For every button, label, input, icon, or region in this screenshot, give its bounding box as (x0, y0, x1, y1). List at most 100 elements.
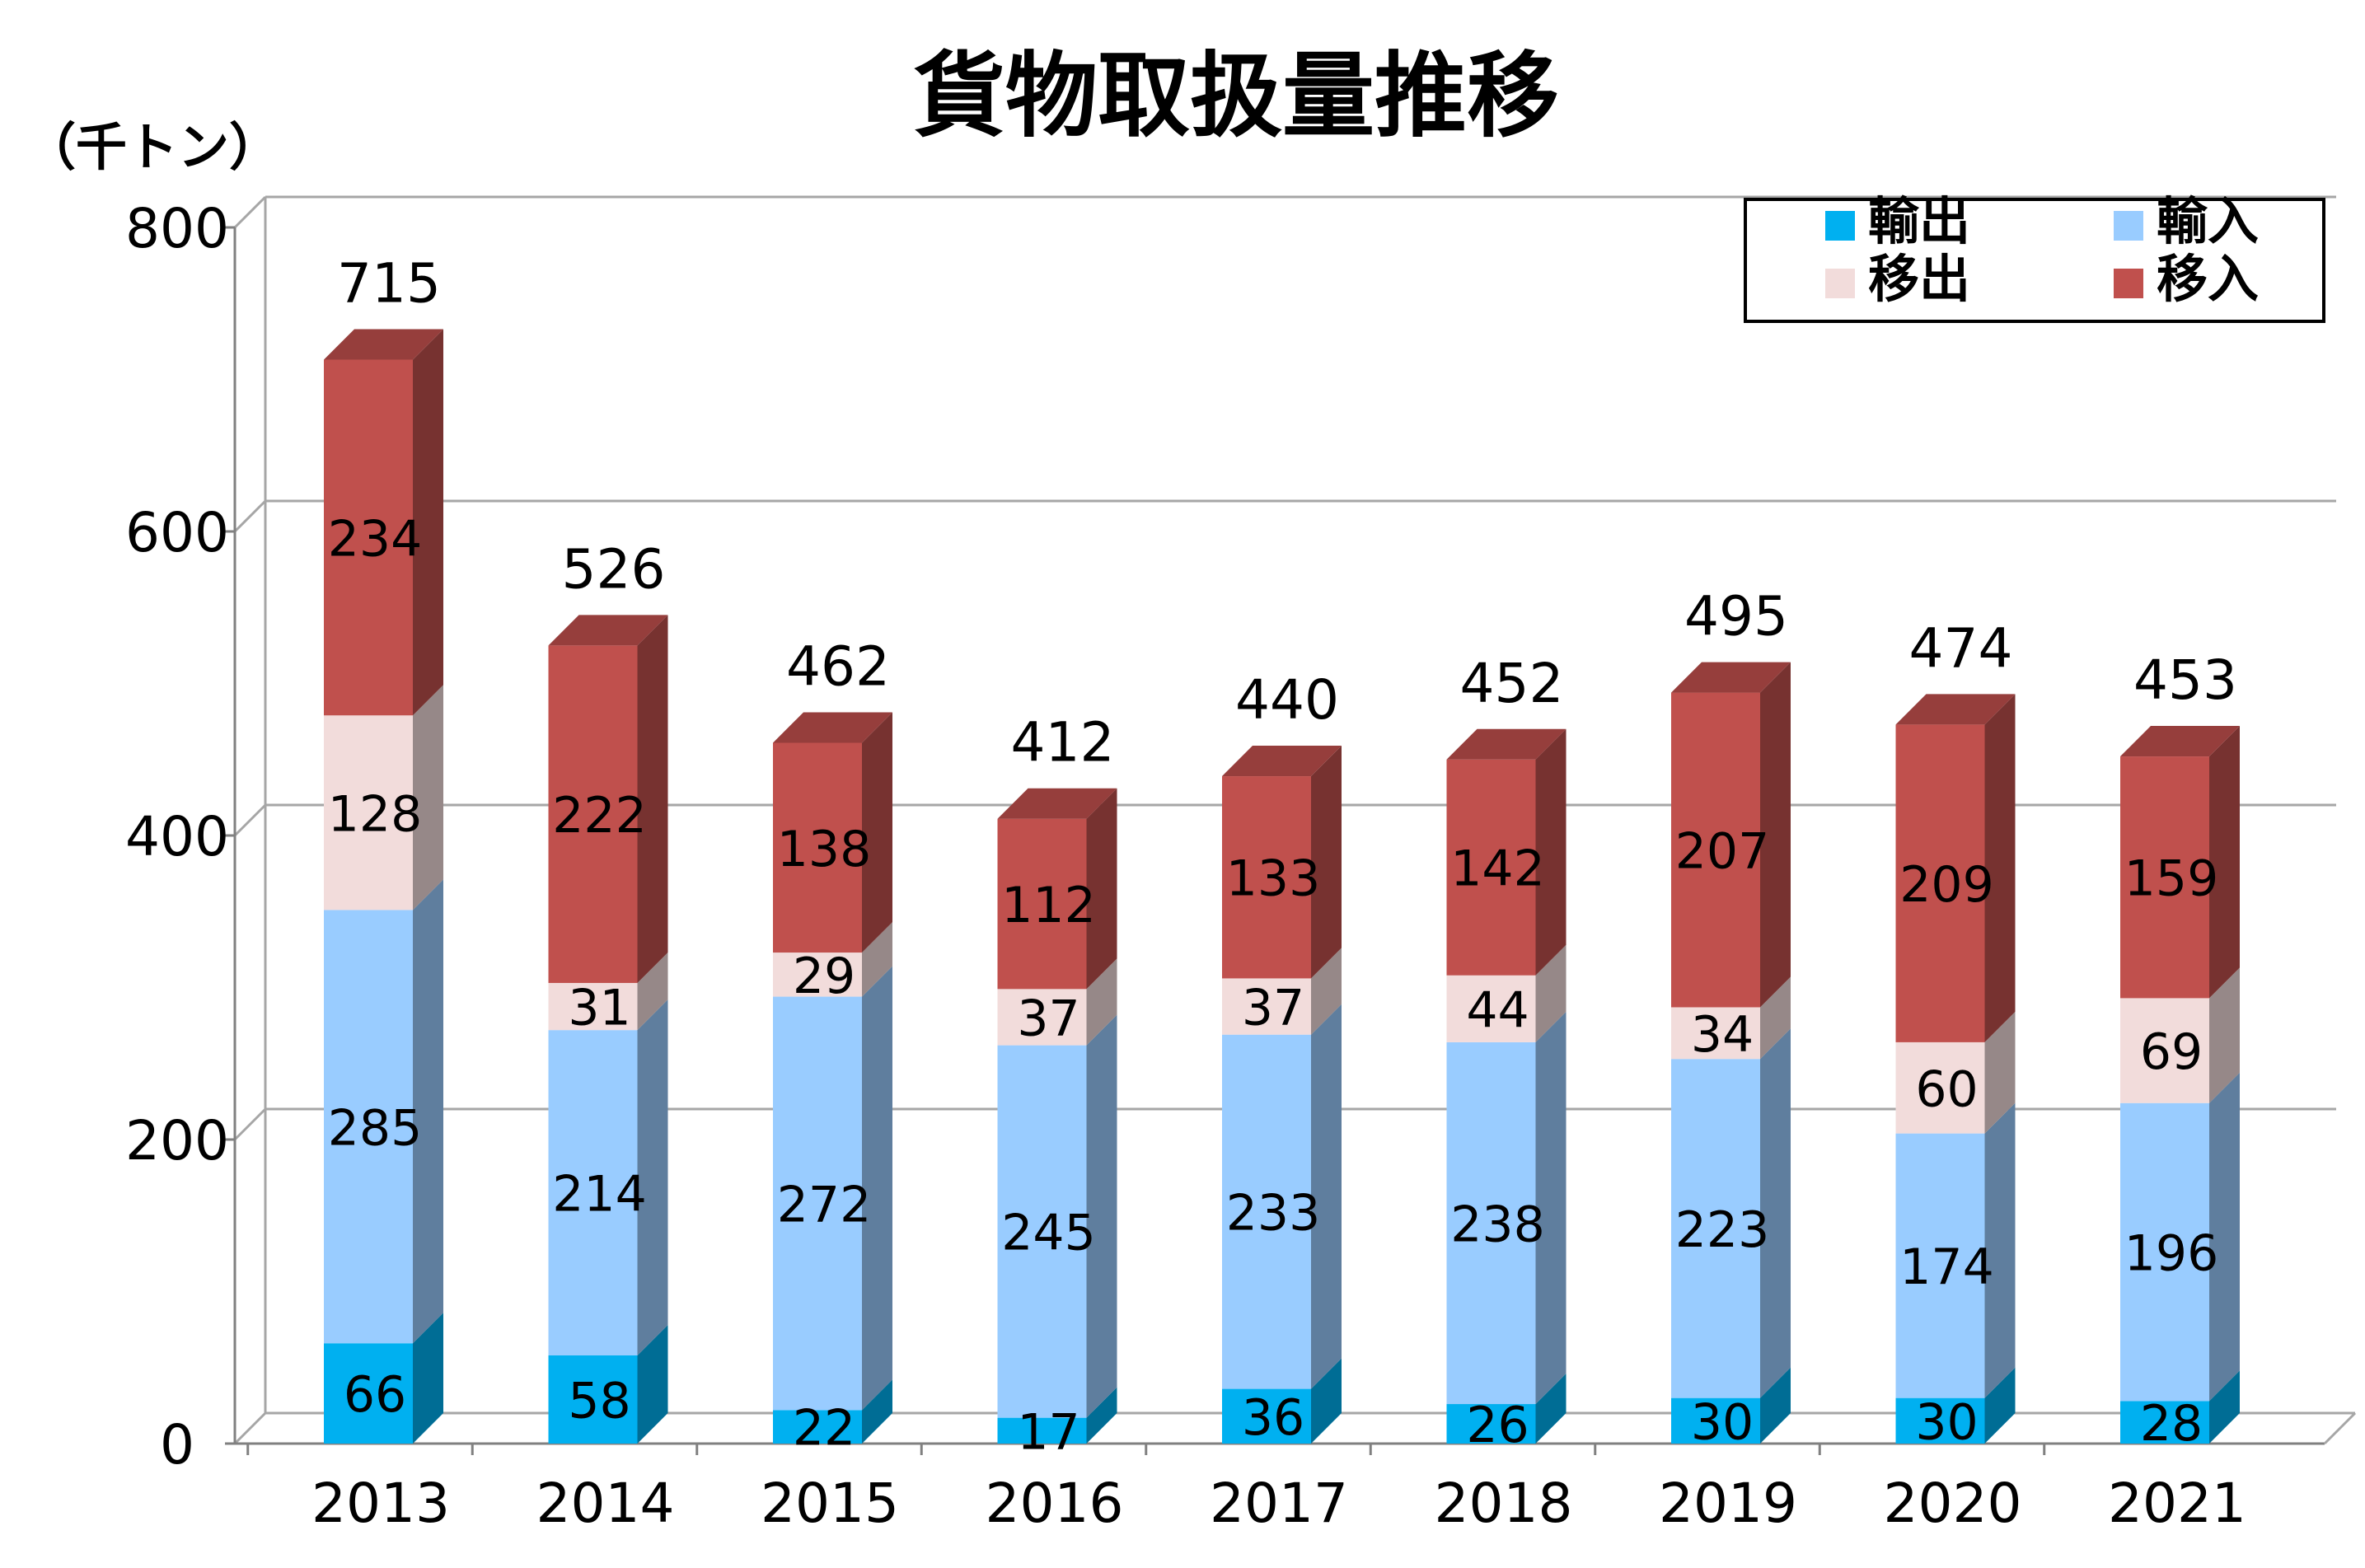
bar-side (637, 952, 668, 1031)
total-value-label: 715 (337, 252, 441, 316)
bar-top (2120, 726, 2240, 757)
segment-value-label: 29 (793, 948, 855, 1005)
bar-segment (2120, 756, 2209, 999)
x-tick-label: 2020 (1884, 1472, 2022, 1535)
bar-side (1535, 1374, 1567, 1444)
bar-segment (1671, 692, 1760, 1008)
segment-value-label: 30 (1915, 1393, 1978, 1451)
segment-value-label: 209 (1899, 856, 1994, 914)
floor-right-edge (2323, 1411, 2357, 1445)
bar-segment (1222, 776, 1311, 979)
bar-segment (1222, 978, 1311, 1035)
bars (324, 329, 2240, 1444)
segment-value-label: 28 (2140, 1395, 2203, 1453)
bar-side (1535, 728, 1567, 976)
bar-segment (1671, 1007, 1760, 1060)
legend-label: 輸入 (2157, 191, 2259, 251)
segment-value-label: 196 (2124, 1225, 2219, 1283)
segment-value-label: 44 (1466, 981, 1529, 1039)
segment-value-label: 223 (1675, 1201, 1770, 1259)
total-value-label: 452 (1460, 652, 1564, 715)
bar-segment (1895, 724, 1985, 1042)
x-tick-label: 2019 (1659, 1472, 1797, 1535)
bar-side (1760, 976, 1791, 1060)
segment-value-label: 214 (552, 1166, 647, 1224)
segment-value-label: 37 (1017, 990, 1079, 1047)
segment-value-label: 66 (344, 1366, 406, 1424)
x-tick-label: 2015 (761, 1472, 899, 1535)
segment-value-label: 272 (777, 1176, 872, 1233)
segment-value-label: 222 (552, 787, 647, 845)
legend-swatch (2114, 269, 2143, 298)
total-value-label: 440 (1235, 668, 1339, 732)
segment-value-label: 245 (1001, 1205, 1096, 1262)
bar-side (413, 879, 443, 1344)
bar-segment (1895, 1133, 1985, 1398)
total-value-label: 453 (2133, 648, 2237, 712)
bar-segment (997, 1045, 1087, 1418)
bar-side (1760, 1367, 1791, 1444)
segment-value-label: 128 (328, 785, 423, 843)
legend-label: 輸出 (1868, 191, 1970, 251)
bar-segment (1222, 1388, 1311, 1444)
bar-segment (2120, 998, 2209, 1103)
bar-side (1984, 1102, 2016, 1398)
segment-value-label: 159 (2124, 850, 2219, 908)
bar-side (1535, 1011, 1567, 1405)
bar-segment (997, 989, 1087, 1046)
x-tick-label: 2014 (536, 1472, 675, 1535)
data-labels: 66 285 128 234 715 58 214 31 222 526 22 272 29 138 462… (328, 252, 2237, 1462)
bar-side (1535, 944, 1567, 1042)
segment-value-label: 138 (777, 821, 872, 878)
legend-label: 移出 (1868, 249, 1970, 309)
segment-value-label: 285 (328, 1099, 423, 1157)
bar-segment (1671, 1397, 1760, 1444)
total-value-label: 462 (786, 634, 890, 698)
segment-value-label: 58 (568, 1372, 630, 1430)
legend-swatch (1825, 211, 1855, 241)
segment-value-label: 142 (1450, 840, 1545, 898)
bar-side (1311, 948, 1342, 1035)
bar-side (1984, 1011, 2016, 1134)
bar-side (637, 615, 668, 983)
bar-segment (773, 996, 862, 1411)
bar-top (1671, 662, 1791, 693)
bar-segment (1446, 1404, 1536, 1444)
bar-segment (324, 715, 413, 910)
segment-value-label: 238 (1450, 1196, 1545, 1253)
gridline-diag (233, 499, 267, 533)
bar-segment (548, 1030, 638, 1355)
bar-side (1086, 1014, 1117, 1418)
segment-value-label: 17 (1017, 1403, 1079, 1461)
bar-segment (2120, 1401, 2209, 1444)
bar-segment (548, 645, 638, 983)
bar-side (2209, 1072, 2240, 1402)
bar-side (413, 329, 443, 716)
segment-value-label: 30 (1691, 1393, 1754, 1451)
bar-segment (773, 953, 862, 997)
segment-value-label: 69 (2140, 1023, 2203, 1081)
bar-side (1760, 662, 1791, 1008)
bar-side (1086, 1387, 1117, 1444)
axes: 0 200 400 600 800 2013 2014 2015 2016 2017 2018 201… (125, 197, 2357, 1535)
legend-label: 移入 (2157, 249, 2259, 309)
bar-side (862, 712, 892, 953)
segment-value-label: 234 (328, 510, 423, 568)
total-value-label: 474 (1909, 616, 2013, 680)
segment-value-label: 37 (1242, 980, 1304, 1037)
y-tick-label: 200 (125, 1109, 229, 1172)
bar-segment (1222, 1034, 1311, 1389)
gridline-diag (233, 1411, 267, 1445)
bar-side (637, 999, 668, 1355)
chart-title: 貨物取扱量推移 (913, 43, 1559, 150)
bar-side (413, 1313, 443, 1444)
x-tick-label: 2018 (1435, 1472, 1573, 1535)
bar-segment (1446, 1041, 1536, 1405)
bar-top (324, 329, 443, 360)
gridline-diag (233, 195, 267, 229)
legend-swatch (1825, 269, 1855, 298)
bar-segment (324, 1343, 413, 1444)
bar-segment (773, 742, 862, 953)
total-value-label: 412 (1011, 711, 1115, 775)
